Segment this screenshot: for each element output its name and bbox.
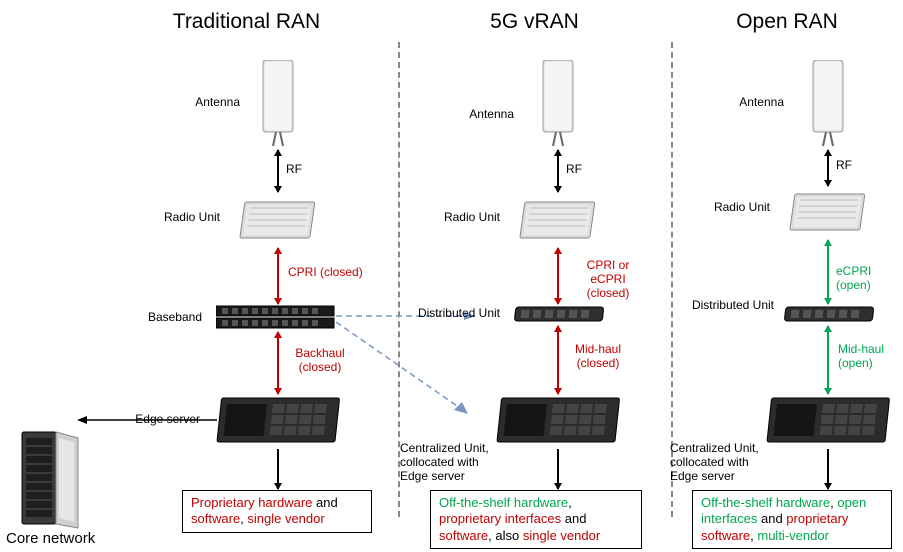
radio-label-vran: Radio Unit xyxy=(428,210,500,224)
title-trad: Traditional RAN xyxy=(95,10,398,34)
antenna-icon-vran xyxy=(538,60,580,148)
rf-arrow-trad xyxy=(277,150,279,192)
du-icon-vran xyxy=(510,305,608,325)
caption-oran: Off-the-shelf hardware, open interfaces … xyxy=(692,490,892,549)
caption-arrow-oran xyxy=(827,449,829,489)
antenna-icon-oran xyxy=(808,60,850,148)
rf-arrow-vran xyxy=(557,150,559,192)
caption-arrow-vran xyxy=(557,449,559,489)
cpri-arrow-oran xyxy=(827,240,829,304)
core-rack-icon xyxy=(18,430,86,530)
du-label-vran: Distributed Unit xyxy=(404,306,500,320)
cpri-label-oran: eCPRI (open) xyxy=(836,264,901,292)
radio-icon-trad xyxy=(236,194,322,246)
radio-icon-oran xyxy=(786,186,872,238)
midhaul-label-vran: Mid-haul (closed) xyxy=(570,342,626,370)
cpri-arrow-vran xyxy=(557,248,559,304)
rf-label-trad: RF xyxy=(286,162,302,176)
rf-arrow-oran xyxy=(827,150,829,186)
midhaul-arrow-oran xyxy=(827,326,829,394)
backhaul-arrow-trad xyxy=(277,332,279,394)
antenna-label-vran: Antenna xyxy=(442,107,514,121)
antenna-label-oran: Antenna xyxy=(712,95,784,109)
server-icon-trad xyxy=(214,394,344,450)
title-vran: 5G vRAN xyxy=(398,10,671,34)
du-label-oran: Distributed Unit xyxy=(678,298,774,312)
radio-icon-vran xyxy=(516,194,602,246)
cpri-label-trad: CPRI (closed) xyxy=(288,265,363,279)
server-label-oran: Centralized Unit, collocated with Edge s… xyxy=(670,441,766,483)
du-icon-oran xyxy=(780,305,878,325)
cpri-arrow-trad xyxy=(277,248,279,304)
server-icon-vran xyxy=(494,394,624,450)
caption-trad: Proprietary hardware and software, singl… xyxy=(182,490,372,533)
radio-label-trad: Radio Unit xyxy=(148,210,220,224)
cpri-label-vran: CPRI or eCPRI (closed) xyxy=(568,258,648,300)
antenna-label-trad: Antenna xyxy=(168,95,240,109)
midhaul-label-oran: Mid-haul (open) xyxy=(838,342,894,370)
title-oran: Open RAN xyxy=(671,10,903,34)
server-icon-oran xyxy=(764,394,894,450)
baseband-icon-trad xyxy=(216,304,336,332)
antenna-icon xyxy=(258,60,300,148)
radio-label-oran: Radio Unit xyxy=(698,200,770,214)
core-arrow xyxy=(77,414,220,426)
server-label-vran: Centralized Unit, collocated with Edge s… xyxy=(400,441,496,483)
baseband-label-trad: Baseband xyxy=(130,310,202,324)
rf-label-vran: RF xyxy=(566,162,582,176)
caption-vran: Off-the-shelf hardware, proprietary inte… xyxy=(430,490,642,549)
rf-label-oran: RF xyxy=(836,158,852,172)
core-label: Core network xyxy=(6,530,95,547)
midhaul-arrow-vran xyxy=(557,326,559,394)
caption-arrow-trad xyxy=(277,449,279,489)
